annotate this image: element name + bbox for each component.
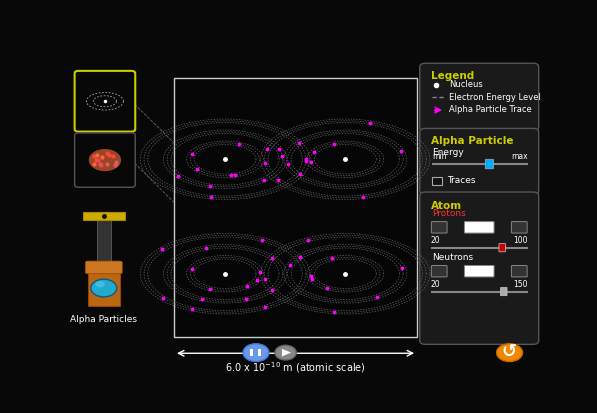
FancyBboxPatch shape bbox=[464, 222, 494, 233]
Circle shape bbox=[89, 149, 121, 171]
Circle shape bbox=[91, 279, 117, 297]
Text: 6.0 x 10$^{-10}$ m (atomic scale): 6.0 x 10$^{-10}$ m (atomic scale) bbox=[225, 360, 366, 375]
Text: Nucleus: Nucleus bbox=[450, 80, 483, 89]
FancyBboxPatch shape bbox=[512, 266, 527, 277]
Text: Neutrons: Neutrons bbox=[432, 253, 473, 262]
FancyBboxPatch shape bbox=[512, 222, 527, 233]
Text: Energy: Energy bbox=[432, 147, 464, 157]
Text: ◄: ◄ bbox=[436, 223, 442, 232]
Text: 100: 100 bbox=[513, 236, 528, 245]
Text: Electron Energy Level: Electron Energy Level bbox=[450, 93, 541, 102]
Text: ↺: ↺ bbox=[502, 343, 517, 361]
FancyBboxPatch shape bbox=[485, 159, 494, 169]
Text: 20: 20 bbox=[431, 236, 441, 245]
Text: Legend: Legend bbox=[431, 71, 474, 81]
Text: Alpha Particles: Alpha Particles bbox=[70, 315, 137, 324]
FancyBboxPatch shape bbox=[464, 266, 494, 277]
FancyBboxPatch shape bbox=[420, 192, 538, 344]
Text: 150: 150 bbox=[513, 280, 528, 289]
Circle shape bbox=[275, 345, 296, 360]
Text: 118: 118 bbox=[469, 266, 490, 276]
FancyBboxPatch shape bbox=[499, 244, 506, 252]
Bar bbox=[83, 212, 125, 220]
Text: Protons: Protons bbox=[432, 209, 466, 218]
FancyBboxPatch shape bbox=[432, 222, 447, 233]
FancyBboxPatch shape bbox=[420, 63, 538, 131]
Circle shape bbox=[497, 344, 522, 361]
Text: ◄: ◄ bbox=[436, 267, 442, 276]
Bar bbox=[251, 349, 253, 356]
Polygon shape bbox=[282, 349, 291, 356]
Bar bbox=[88, 263, 120, 306]
Text: Alpha Particle Trace: Alpha Particle Trace bbox=[450, 105, 532, 114]
Circle shape bbox=[243, 344, 269, 361]
Text: max: max bbox=[511, 152, 528, 161]
FancyBboxPatch shape bbox=[420, 128, 538, 195]
Bar bbox=[174, 78, 417, 337]
FancyBboxPatch shape bbox=[75, 71, 136, 132]
FancyBboxPatch shape bbox=[85, 261, 122, 274]
Text: ►: ► bbox=[516, 267, 523, 276]
FancyBboxPatch shape bbox=[75, 133, 136, 187]
Bar bbox=[97, 220, 110, 263]
Text: 20: 20 bbox=[431, 280, 441, 289]
Text: Atom: Atom bbox=[431, 201, 462, 211]
Circle shape bbox=[96, 281, 104, 287]
Text: ►: ► bbox=[516, 223, 523, 232]
Text: 79: 79 bbox=[472, 222, 486, 233]
Bar bbox=[258, 349, 261, 356]
Text: Traces: Traces bbox=[448, 176, 476, 185]
FancyBboxPatch shape bbox=[500, 287, 507, 296]
FancyBboxPatch shape bbox=[432, 266, 447, 277]
Text: Alpha Particle: Alpha Particle bbox=[431, 136, 513, 146]
Text: min: min bbox=[432, 152, 447, 161]
Bar bbox=[432, 177, 442, 185]
